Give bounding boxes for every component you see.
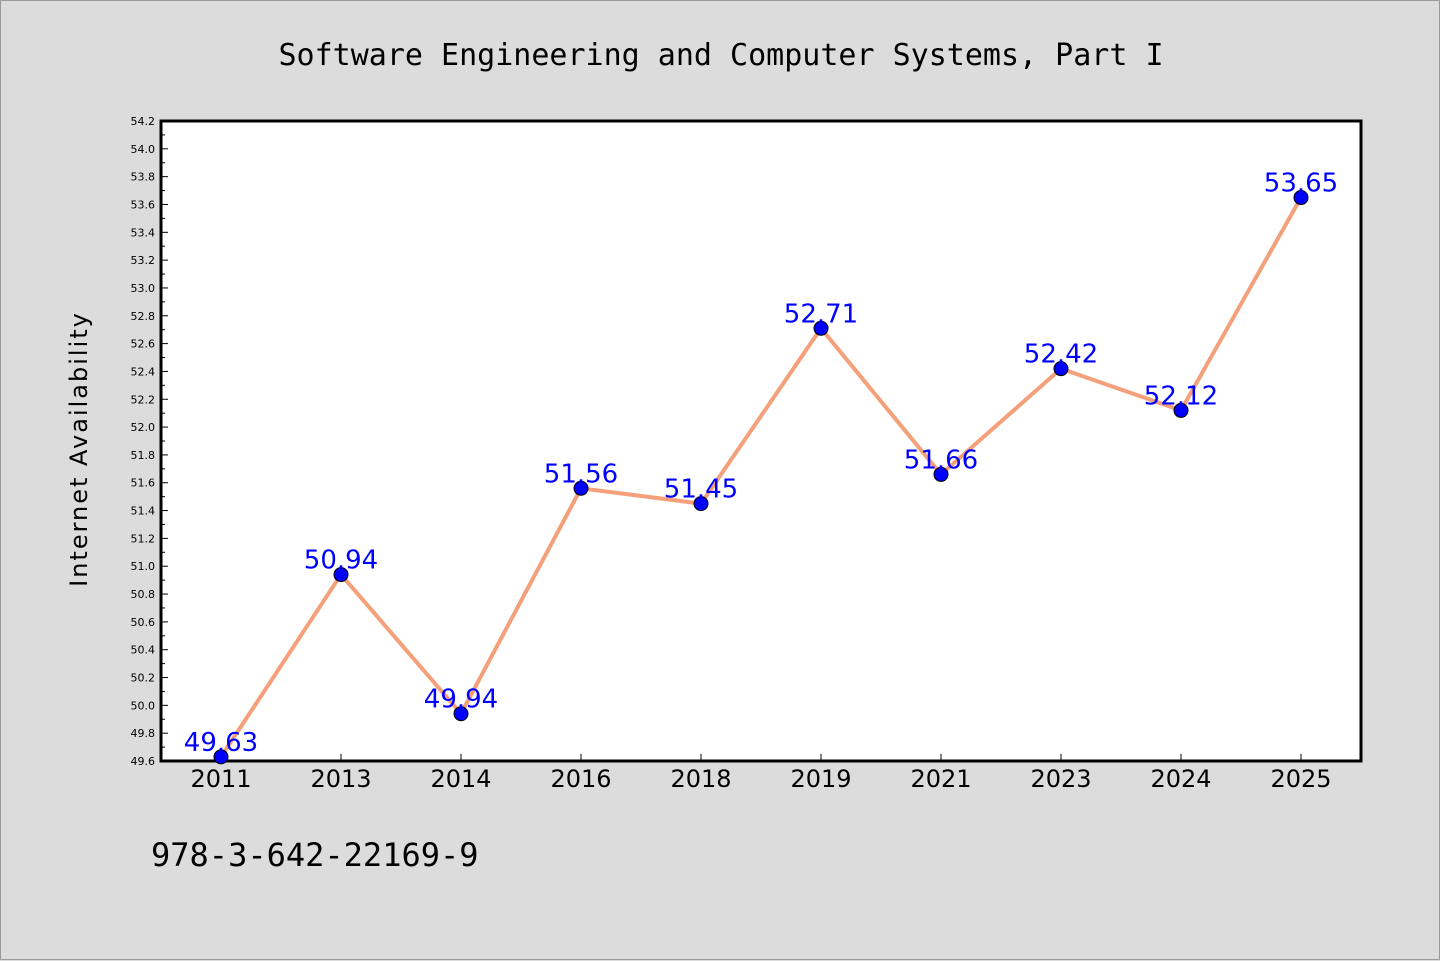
y-tick-label: 53.0 — [131, 282, 156, 295]
y-tick-label: 50.8 — [131, 588, 156, 601]
chart-title: Software Engineering and Computer System… — [278, 38, 1163, 73]
x-tick-label: 2019 — [790, 765, 851, 793]
y-tick-label: 53.2 — [131, 254, 156, 267]
y-axis-label: Internet Availability — [65, 311, 93, 587]
y-tick-label: 52.2 — [131, 393, 156, 406]
x-tick-label: 2024 — [1150, 765, 1211, 793]
data-point — [573, 480, 589, 496]
y-tick-label: 52.0 — [131, 421, 156, 434]
data-label: 53.65 — [1264, 169, 1338, 199]
y-tick-label: 50.6 — [131, 616, 156, 629]
y-tick-label: 54.0 — [131, 143, 156, 156]
x-tick-label: 2014 — [430, 765, 491, 793]
x-axis: 2011 2013 2014 2016 2018 2019 2021 2023 2024 2025 — [190, 754, 1332, 793]
data-point — [693, 496, 709, 512]
y-tick-label: 50.2 — [131, 672, 156, 685]
y-tick-label: 49.8 — [131, 727, 156, 740]
series-layer — [213, 190, 1309, 765]
data-label-layer: 49.63 50.94 49.94 51.56 51.45 52.71 51.66 52.42… — [184, 169, 1338, 758]
data-label: 50.94 — [304, 546, 378, 576]
y-tick-label: 51.8 — [131, 449, 156, 462]
y-tick-label: 52.6 — [131, 338, 156, 351]
data-label: 51.56 — [544, 459, 618, 489]
data-label: 52.12 — [1144, 381, 1218, 411]
data-point — [1173, 402, 1189, 418]
data-label: 52.71 — [784, 299, 858, 329]
plot-area — [159, 119, 1363, 763]
y-tick-label: 52.4 — [131, 365, 156, 378]
y-tick-label: 51.6 — [131, 477, 156, 490]
y-tick-label: 53.6 — [131, 198, 156, 211]
data-point — [813, 320, 829, 336]
series-line — [219, 196, 1303, 758]
x-tick-label: 2011 — [190, 765, 251, 793]
data-point — [453, 706, 469, 722]
x-tick-label: 2025 — [1270, 765, 1331, 793]
data-point — [1293, 190, 1309, 206]
data-label: 49.94 — [424, 685, 498, 715]
data-label: 51.66 — [904, 445, 978, 475]
y-tick-label: 51.0 — [131, 560, 156, 573]
y-tick-label: 53.8 — [131, 171, 156, 184]
data-label: 49.63 — [184, 728, 258, 758]
data-point — [213, 749, 229, 765]
y-tick-label: 51.4 — [131, 505, 156, 518]
y-tick-label: 50.4 — [131, 644, 156, 657]
isbn-footer: 978-3-642-22169-9 — [151, 836, 479, 874]
y-tick-label: 52.8 — [131, 310, 156, 323]
y-tick-label: 51.2 — [131, 532, 156, 545]
y-tick-label: 50.0 — [131, 699, 156, 712]
x-tick-label: 2023 — [1030, 765, 1091, 793]
data-point — [333, 567, 349, 583]
x-tick-label: 2018 — [670, 765, 731, 793]
x-tick-label: 2016 — [550, 765, 611, 793]
data-label: 51.45 — [664, 475, 738, 505]
y-axis: 49.6 49.8 50.0 50.2 50.4 50.6 50.8 51.0 51.2 51.4… — [131, 115, 168, 768]
data-point — [1053, 361, 1069, 377]
y-tick-label: 53.4 — [131, 226, 156, 239]
x-tick-label: 2013 — [310, 765, 371, 793]
data-label: 52.42 — [1024, 340, 1098, 370]
y-tick-label: 49.6 — [131, 755, 156, 768]
y-tick-label: 54.2 — [131, 115, 156, 128]
x-tick-label: 2021 — [910, 765, 971, 793]
data-point — [933, 466, 949, 482]
